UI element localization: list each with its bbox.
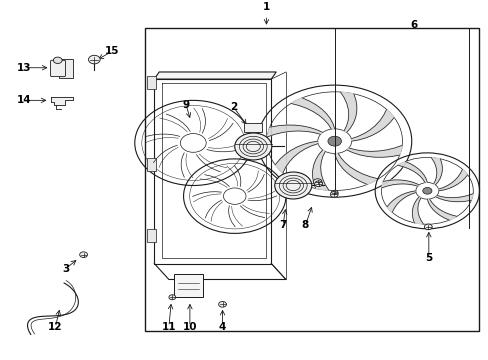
Polygon shape bbox=[427, 199, 456, 220]
Bar bbox=[59, 59, 73, 78]
Text: 5: 5 bbox=[425, 253, 431, 263]
Polygon shape bbox=[154, 72, 276, 79]
Polygon shape bbox=[438, 169, 467, 191]
Polygon shape bbox=[275, 141, 318, 173]
Circle shape bbox=[422, 188, 431, 194]
Polygon shape bbox=[334, 153, 378, 184]
Polygon shape bbox=[51, 97, 73, 105]
Circle shape bbox=[313, 179, 322, 185]
Polygon shape bbox=[411, 197, 423, 224]
Text: 4: 4 bbox=[219, 322, 226, 332]
Text: 9: 9 bbox=[182, 100, 189, 110]
Text: 14: 14 bbox=[17, 95, 31, 105]
Circle shape bbox=[168, 295, 175, 300]
Bar bbox=[244, 123, 262, 132]
Bar bbox=[147, 158, 156, 171]
Circle shape bbox=[424, 224, 431, 230]
Bar bbox=[147, 76, 156, 89]
Text: 7: 7 bbox=[279, 220, 286, 230]
Text: 2: 2 bbox=[230, 103, 237, 112]
Polygon shape bbox=[266, 125, 322, 137]
Circle shape bbox=[80, 252, 87, 257]
Polygon shape bbox=[435, 194, 472, 202]
Text: 12: 12 bbox=[48, 323, 62, 332]
Polygon shape bbox=[386, 191, 415, 212]
Text: 13: 13 bbox=[17, 63, 31, 73]
Polygon shape bbox=[346, 145, 402, 157]
Bar bbox=[173, 274, 203, 297]
Text: 11: 11 bbox=[162, 322, 176, 332]
Polygon shape bbox=[430, 158, 442, 185]
Circle shape bbox=[218, 301, 226, 307]
FancyBboxPatch shape bbox=[50, 60, 65, 77]
Circle shape bbox=[53, 57, 62, 63]
Circle shape bbox=[234, 133, 271, 160]
Bar bbox=[144, 28, 478, 331]
Polygon shape bbox=[381, 180, 418, 188]
Text: 3: 3 bbox=[62, 264, 69, 274]
Circle shape bbox=[274, 172, 311, 199]
Circle shape bbox=[330, 192, 337, 197]
Polygon shape bbox=[340, 92, 356, 132]
Circle shape bbox=[314, 181, 322, 186]
Polygon shape bbox=[312, 150, 328, 190]
Text: 1: 1 bbox=[262, 3, 269, 12]
Polygon shape bbox=[397, 162, 427, 183]
Text: 10: 10 bbox=[182, 322, 197, 332]
Text: 8: 8 bbox=[301, 220, 308, 230]
Polygon shape bbox=[350, 109, 393, 141]
Text: 15: 15 bbox=[104, 46, 119, 57]
Circle shape bbox=[330, 190, 337, 195]
Bar bbox=[147, 229, 156, 242]
Text: 6: 6 bbox=[410, 20, 417, 30]
Polygon shape bbox=[290, 98, 334, 129]
Circle shape bbox=[327, 136, 341, 146]
Circle shape bbox=[88, 55, 100, 64]
